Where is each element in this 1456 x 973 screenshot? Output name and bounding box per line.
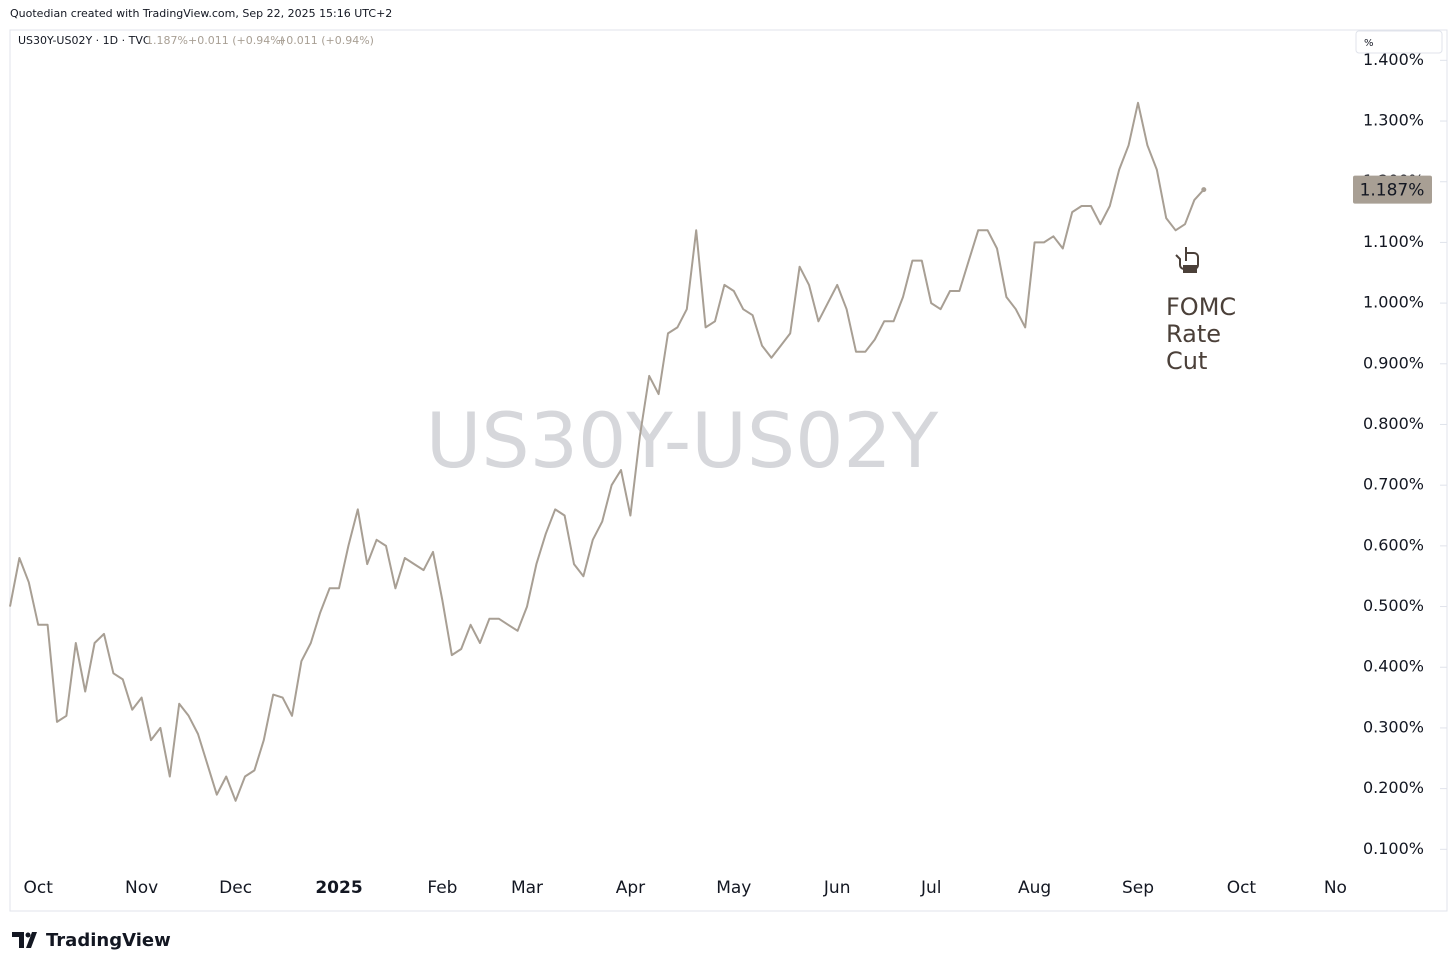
y-tick-label: 1.000% [1363,293,1424,312]
annotation-line: Rate [1166,320,1221,348]
chart-frame [9,29,1448,912]
y-tick-label: 0.200% [1363,778,1424,797]
brand-logo [12,932,37,948]
x-tick-label: Mar [511,878,543,898]
x-tick-label: Apr [616,878,645,898]
y-tick-label: 0.100% [1363,839,1424,858]
y-tick-label: 1.400% [1363,50,1424,69]
annotation-line: Cut [1166,347,1207,375]
header: Quotedian created with TradingView.com, … [10,7,392,20]
x-tick-label: Jun [823,878,851,898]
last-point [1201,187,1207,193]
pointing-hand-icon [1175,247,1199,273]
price-tag-label: 1.187% [1360,181,1425,201]
y-tick-label: 0.800% [1363,414,1424,433]
x-tick-label: Nov [125,878,158,898]
x-tick-label: Feb [427,878,457,898]
annotation-line: FOMC [1166,293,1236,321]
y-tick-label: 0.600% [1363,535,1424,554]
brand: TradingView [12,930,171,951]
y-tick-label: 0.900% [1363,353,1424,372]
brand-logo-dot [25,932,31,938]
x-tick-label: Dec [219,878,252,898]
x-tick-label: Sep [1122,878,1154,898]
unit-button[interactable] [1355,30,1443,54]
legend-change: +0.011 (+0.94%) [277,34,374,47]
price-tag [1353,175,1432,204]
y-tick-label: 0.500% [1363,596,1424,615]
y-tick-label: 1.100% [1363,232,1424,251]
x-tick-label: No [1324,878,1347,898]
legend-change: +0.011 (+0.94%) [188,34,285,47]
symbol-info: US30Y-US02Y · 1D · TVC [18,34,151,47]
unit-button-label[interactable]: % [1364,38,1374,49]
y-tick-label: 0.700% [1363,475,1424,494]
brand-name: TradingView [46,930,171,951]
y-tick-label: 0.300% [1363,717,1424,736]
legend-value: 1.187% [146,34,188,47]
watermark: US30Y-US02Y [426,396,939,485]
y-tick-label: 1.300% [1363,111,1424,130]
x-tick-label: Aug [1018,878,1051,898]
y-tick-label: 0.400% [1363,657,1424,676]
x-tick-label: Oct [23,878,53,898]
x-tick-label: Jul [920,878,942,898]
x-tick-label: May [716,878,751,898]
x-tick-label: 2025 [315,878,362,898]
series-line [9,101,1205,802]
x-tick-label: Oct [1227,878,1257,898]
